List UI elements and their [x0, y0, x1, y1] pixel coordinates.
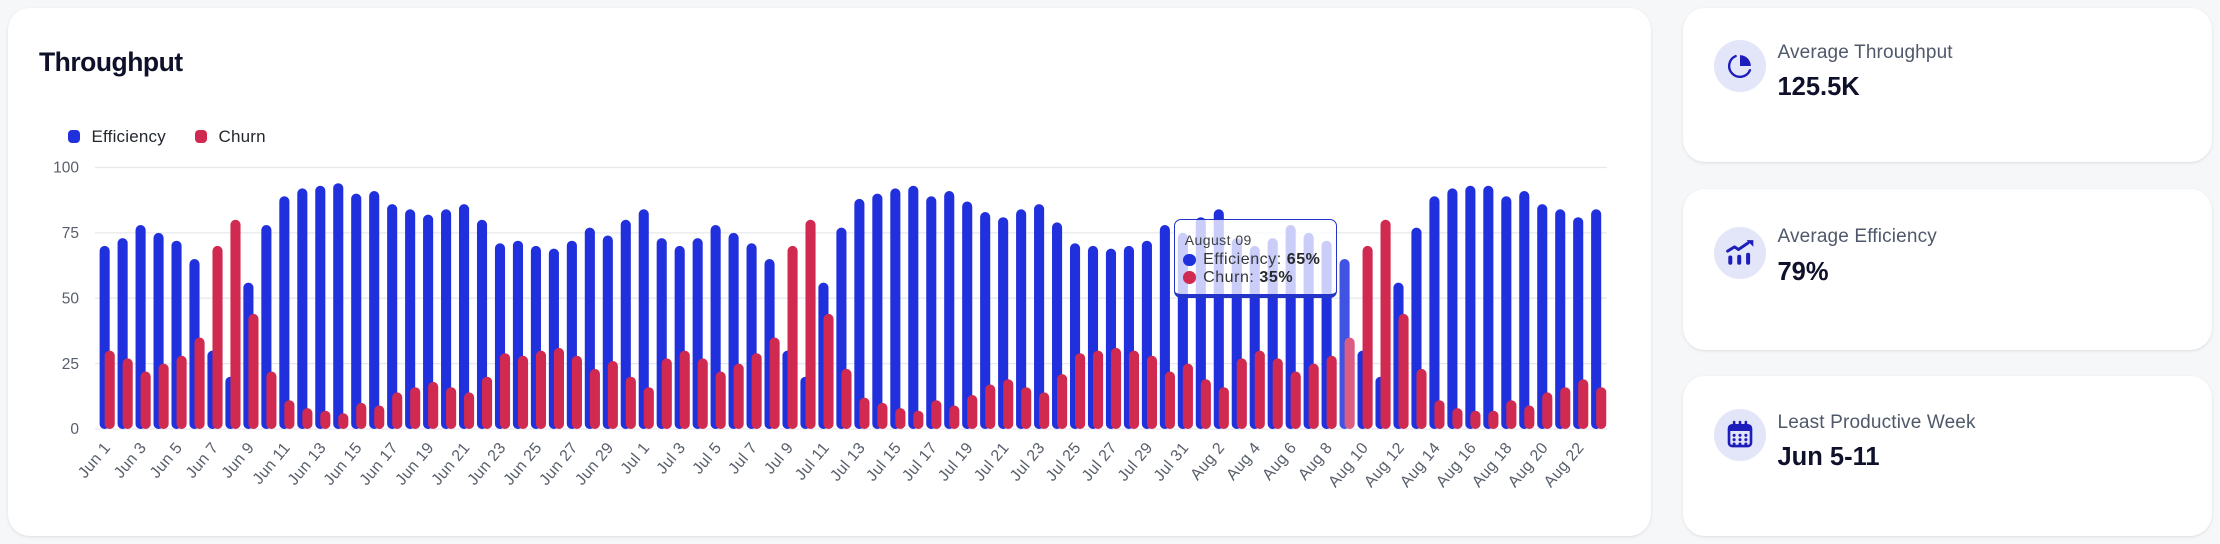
svg-text:Jul 23: Jul 23: [1007, 440, 1049, 485]
svg-text:Jul 13: Jul 13: [827, 440, 869, 485]
svg-text:Jun 7: Jun 7: [183, 440, 222, 482]
svg-text:Jul 25: Jul 25: [1043, 440, 1085, 485]
svg-text:Jul 1: Jul 1: [618, 440, 654, 478]
svg-text:Jun 3: Jun 3: [111, 440, 150, 482]
svg-text:Jul 19: Jul 19: [935, 440, 977, 485]
svg-text:Jun 17: Jun 17: [357, 440, 402, 489]
svg-text:Jun 1: Jun 1: [75, 440, 114, 482]
svg-text:Jun 25: Jun 25: [501, 440, 546, 489]
svg-text:50: 50: [62, 290, 80, 307]
svg-text:Aug 4: Aug 4: [1223, 440, 1264, 484]
svg-text:25: 25: [62, 356, 79, 373]
svg-text:Jul 27: Jul 27: [1079, 440, 1121, 485]
svg-text:Jul 15: Jul 15: [863, 440, 905, 485]
svg-text:Jun 23: Jun 23: [465, 440, 510, 489]
svg-text:Jun 13: Jun 13: [285, 440, 330, 489]
svg-text:Jul 29: Jul 29: [1115, 440, 1157, 485]
svg-text:Jul 3: Jul 3: [654, 440, 690, 478]
svg-text:Jun 5: Jun 5: [147, 440, 186, 482]
svg-text:0: 0: [70, 421, 79, 438]
svg-text:Jun 15: Jun 15: [321, 440, 366, 489]
svg-text:100: 100: [53, 160, 79, 177]
svg-text:Jul 17: Jul 17: [899, 440, 941, 485]
svg-text:Jun 19: Jun 19: [393, 440, 438, 489]
svg-text:Jul 5: Jul 5: [690, 440, 726, 478]
svg-text:Jun 29: Jun 29: [572, 440, 617, 489]
svg-text:Jul 7: Jul 7: [725, 440, 761, 478]
svg-text:Jul 31: Jul 31: [1151, 440, 1193, 485]
svg-text:Jun 21: Jun 21: [429, 440, 474, 489]
svg-text:75: 75: [62, 225, 79, 242]
svg-text:Jul 21: Jul 21: [971, 440, 1013, 485]
svg-text:Jul 11: Jul 11: [792, 440, 833, 484]
svg-text:Aug 2: Aug 2: [1188, 440, 1229, 484]
svg-text:Jun 27: Jun 27: [536, 440, 581, 489]
svg-text:Aug 6: Aug 6: [1259, 440, 1300, 484]
